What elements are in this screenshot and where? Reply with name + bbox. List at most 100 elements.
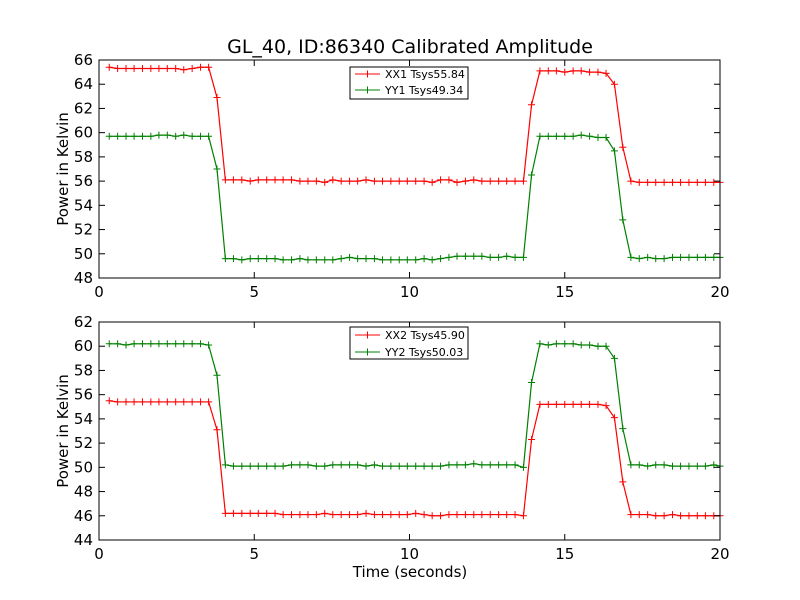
data-point [337, 255, 345, 263]
data-point [445, 461, 453, 469]
data-point [437, 255, 445, 263]
data-point [229, 462, 237, 470]
y-tick-label: 52 [74, 221, 93, 239]
data-point [660, 178, 668, 186]
y-tick-label: 48 [74, 269, 93, 287]
data-point [130, 398, 138, 406]
data-point [329, 461, 337, 469]
data-point [114, 64, 122, 72]
data-point [370, 177, 378, 185]
data-point [288, 461, 296, 469]
data-point [428, 512, 436, 520]
data-point [420, 511, 428, 519]
data-point [660, 461, 668, 469]
data-point [677, 253, 685, 261]
data-point [635, 178, 643, 186]
data-point [635, 255, 643, 263]
data-point [561, 400, 569, 408]
data-point [321, 256, 329, 264]
data-point [652, 461, 660, 469]
data-point [279, 511, 287, 519]
data-point [461, 252, 469, 260]
data-point [271, 255, 279, 263]
legend-label-xx2: XX2 Tsys45.90 [385, 329, 465, 342]
data-point [288, 511, 296, 519]
data-point [312, 462, 320, 470]
data-point [710, 178, 718, 186]
data-point [395, 511, 403, 519]
data-point [619, 478, 627, 486]
data-point [420, 177, 428, 185]
data-point [511, 511, 519, 519]
data-point [188, 398, 196, 406]
data-point [122, 64, 130, 72]
data-point [254, 462, 262, 470]
data-point [677, 512, 685, 520]
data-point [263, 462, 271, 470]
data-point [130, 340, 138, 348]
data-point [478, 511, 486, 519]
data-point [180, 131, 188, 139]
data-point [403, 511, 411, 519]
data-point [470, 252, 478, 260]
data-point [346, 177, 354, 185]
data-point [544, 341, 552, 349]
data-point [660, 512, 668, 520]
data-point [652, 255, 660, 263]
data-point [114, 132, 122, 140]
data-point [147, 132, 155, 140]
data-point [362, 176, 370, 184]
data-point [519, 253, 527, 261]
y-tick-label: 56 [74, 386, 93, 404]
data-point [403, 256, 411, 264]
legend-label-yy2: YY2 Tsys50.03 [384, 346, 463, 359]
y-tick-label: 60 [74, 124, 93, 142]
data-point [238, 462, 246, 470]
data-point [602, 69, 610, 77]
x-tick-label: 0 [94, 545, 104, 563]
y-tick-label: 50 [74, 245, 93, 263]
data-point [130, 64, 138, 72]
data-point [378, 511, 386, 519]
x-axis-label-bottom: Time (seconds) [352, 563, 468, 581]
y-tick-label: 46 [74, 507, 93, 525]
data-point [552, 67, 560, 75]
data-point [321, 178, 329, 186]
data-point [346, 511, 354, 519]
data-point [519, 177, 527, 185]
data-point [627, 253, 635, 261]
data-point [470, 460, 478, 468]
data-point [246, 255, 254, 263]
data-point [172, 340, 180, 348]
data-point [329, 176, 337, 184]
x-tick-label: 15 [555, 283, 574, 301]
y-tick-label: 54 [74, 410, 93, 428]
data-point [586, 132, 594, 140]
data-point [701, 462, 709, 470]
data-point [263, 176, 271, 184]
data-point [660, 255, 668, 263]
data-point [395, 256, 403, 264]
y-tick-label: 54 [74, 196, 93, 214]
data-point [263, 509, 271, 517]
data-point [495, 177, 503, 185]
data-point [486, 511, 494, 519]
data-point [304, 177, 312, 185]
data-point [105, 63, 113, 71]
data-point [337, 177, 345, 185]
data-point [197, 398, 205, 406]
data-point [478, 177, 486, 185]
data-point [172, 64, 180, 72]
data-point [594, 68, 602, 76]
data-point [610, 80, 618, 88]
data-point [594, 134, 602, 142]
data-point [213, 426, 221, 434]
data-point [205, 341, 213, 349]
data-point [221, 255, 229, 263]
legend-top: XX1 Tsys55.84 YY1 Tsys49.34 [349, 66, 469, 100]
data-point [528, 171, 536, 179]
data-point [552, 400, 560, 408]
data-point [710, 461, 718, 469]
y-tick-label: 64 [74, 75, 93, 93]
